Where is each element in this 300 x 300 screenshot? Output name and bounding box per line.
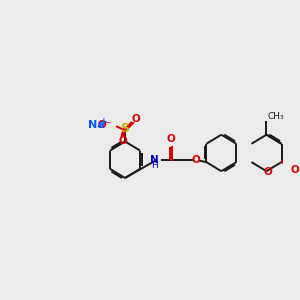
Text: O: O (118, 136, 127, 146)
Text: O: O (290, 165, 299, 175)
Text: +: + (100, 117, 108, 126)
Text: O⁻: O⁻ (98, 120, 112, 130)
Text: N: N (150, 155, 159, 165)
Text: S: S (121, 122, 130, 135)
Text: Na: Na (88, 120, 104, 130)
Text: CH₃: CH₃ (267, 112, 284, 121)
Text: O: O (131, 114, 140, 124)
Text: O: O (167, 134, 176, 144)
Text: O: O (191, 155, 200, 165)
Text: O: O (263, 167, 272, 177)
Text: H: H (152, 160, 158, 169)
